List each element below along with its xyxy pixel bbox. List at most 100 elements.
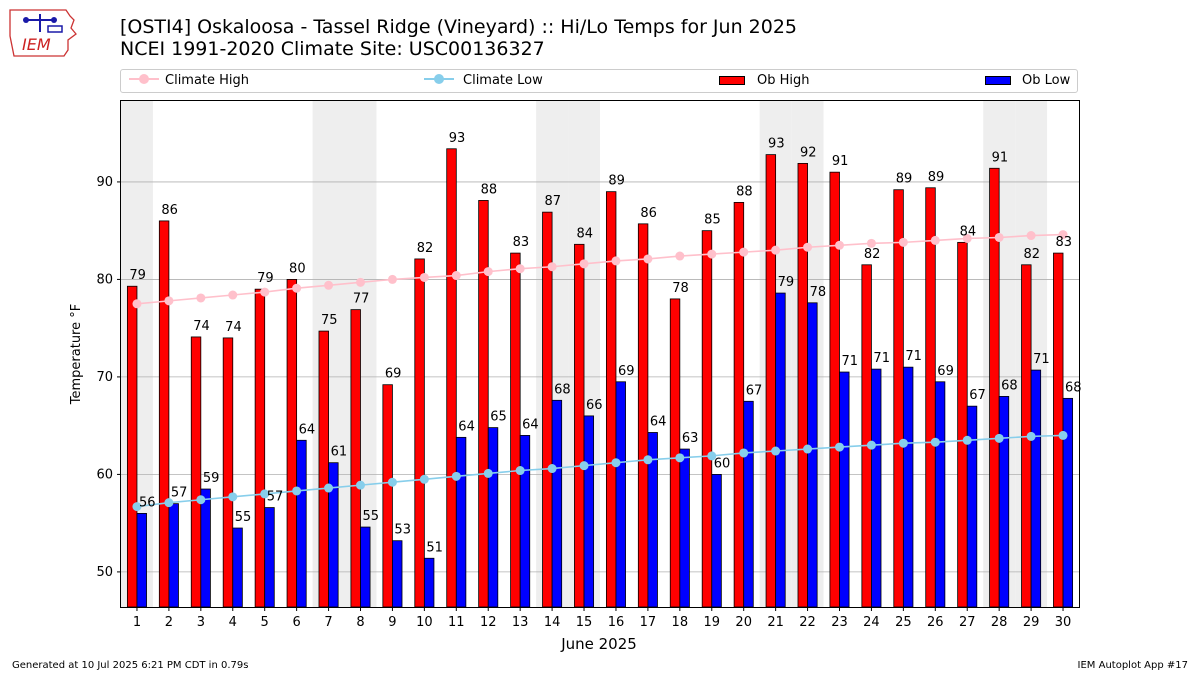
ob-high-bar-day-6	[286, 279, 298, 608]
x-tick-label-30: 30	[1055, 615, 1072, 630]
ob-high-value-label-day-5: 79	[257, 271, 274, 286]
ob-low-bar-day-22	[807, 302, 818, 608]
y-tick-label-50: 50	[96, 565, 113, 580]
ob-high-value-label-day-15: 84	[576, 226, 593, 241]
climate-low-point-day-11	[451, 471, 461, 481]
climate-high-point-day-22	[803, 242, 813, 252]
ob-low-value-label-day-3: 59	[203, 471, 220, 486]
ob-low-value-label-day-24: 71	[873, 351, 890, 366]
ob-high-bar-day-5	[254, 288, 266, 608]
x-tick-label-23: 23	[831, 615, 848, 630]
ob-low-bar-day-2	[168, 503, 179, 608]
ob-high-value-label-day-13: 83	[513, 235, 530, 250]
x-tick-label-22: 22	[799, 615, 816, 630]
ob-low-value-label-day-26: 69	[937, 364, 954, 379]
iem-logo: IEM	[8, 6, 80, 58]
ob-high-value-label-day-9: 69	[385, 367, 402, 382]
ob-high-value-label-day-24: 82	[864, 247, 881, 262]
climate-high-point-day-19	[707, 249, 717, 259]
ob-high-bar-day-12	[478, 200, 489, 608]
climate-high-point-day-30	[1058, 230, 1068, 240]
ob-low-bar-day-6	[296, 439, 307, 608]
ob-high-bar-day-13	[510, 252, 521, 608]
ob-low-bar-day-23	[839, 371, 850, 608]
x-tick-label-26: 26	[927, 615, 944, 630]
ob-high-value-label-day-21: 93	[768, 137, 785, 152]
climate-low-point-day-4	[228, 492, 238, 502]
ob-low-value-label-day-28: 68	[1001, 378, 1018, 393]
climate-low-point-day-5	[260, 489, 270, 499]
ob-low-value-label-day-6: 64	[299, 422, 316, 437]
ob-low-value-label-day-23: 71	[842, 354, 859, 369]
ob-low-value-label-day-4: 55	[235, 510, 252, 525]
ob-low-value-label-day-1: 56	[139, 495, 156, 510]
x-tick-label-16: 16	[608, 615, 625, 630]
ob-high-value-label-day-6: 80	[289, 261, 306, 276]
ob-low-bar-day-14	[551, 399, 563, 608]
ob-high-bar-day-23	[829, 171, 840, 608]
ob-high-value-label-day-30: 83	[1055, 235, 1072, 250]
climate-high-point-day-8	[356, 277, 365, 287]
ob-low-value-label-day-12: 65	[490, 410, 507, 425]
ob-high-value-label-day-22: 92	[800, 145, 817, 160]
y-tick-label-90: 90	[96, 175, 113, 190]
climate-low-point-day-30	[1058, 430, 1068, 440]
ob-low-bar-day-11	[455, 436, 467, 608]
ob-high-bar-day-24	[861, 264, 872, 608]
climate-high-point-day-18	[675, 251, 685, 261]
x-tick-label-24: 24	[863, 615, 880, 630]
climate-high-point-day-6	[292, 283, 302, 293]
x-tick-label-3: 3	[197, 615, 205, 630]
climate-low-point-day-2	[164, 498, 174, 508]
climate-low-point-day-7	[324, 483, 334, 493]
ob-high-value-label-day-16: 89	[608, 174, 625, 189]
climate-low-point-day-27	[962, 435, 972, 445]
ob-low-bar-day-9	[392, 540, 403, 608]
x-tick-label-7: 7	[324, 615, 332, 630]
climate-high-point-day-2	[164, 296, 174, 306]
climate-high-point-day-14	[547, 262, 557, 272]
climate-low-point-day-15	[579, 461, 589, 471]
ob-low-value-label-day-18: 63	[682, 431, 699, 446]
climate-high-point-day-21	[771, 245, 781, 255]
climate-low-line	[136, 434, 1064, 508]
ob-high-bar-day-10	[414, 258, 425, 608]
ob-low-bar-day-3	[200, 488, 211, 608]
ob-high-value-label-day-25: 89	[896, 172, 913, 187]
climate-low-point-day-29	[1026, 431, 1036, 441]
ob-low-value-label-day-15: 66	[586, 398, 603, 413]
ob-high-value-label-day-26: 89	[928, 170, 945, 185]
ob-high-bar-day-9	[382, 384, 393, 608]
ob-low-bar-day-5	[264, 507, 275, 608]
ob-low-bar-day-19	[711, 474, 722, 608]
ob-high-bar-day-3	[190, 336, 202, 608]
ob-high-bar-day-7	[318, 330, 329, 608]
ob-low-value-label-day-19: 60	[714, 456, 731, 471]
ob-low-bar-day-8	[360, 526, 371, 608]
y-tick-label-60: 60	[96, 467, 113, 482]
y-axis-title: Temperature °F	[69, 304, 84, 405]
x-tick-label-21: 21	[767, 615, 784, 630]
weekend-shading	[121, 101, 1048, 607]
climate-low-point-day-12	[483, 468, 493, 478]
grid-lines	[121, 181, 1079, 573]
ob-low-bar-day-26	[934, 381, 946, 608]
ob-low-value-label-day-25: 71	[905, 349, 922, 364]
ob-low-value-label-day-27: 67	[969, 388, 986, 403]
climate-high-line	[136, 233, 1064, 305]
ob-low-value-label-day-14: 68	[554, 382, 571, 397]
climate-high-point-day-23	[835, 240, 844, 250]
climate-low-point-day-23	[835, 442, 844, 452]
ob-low-bar-day-18	[679, 448, 690, 608]
x-tick-label-17: 17	[640, 615, 657, 630]
ob-low-bar-day-13	[519, 435, 531, 608]
climate-low-point-day-25	[898, 438, 908, 448]
ob-high-bar-day-25	[893, 189, 904, 608]
ob-high-bar-day-11	[446, 148, 457, 608]
climate-high-point-day-17	[643, 254, 653, 264]
ob-high-value-label-day-29: 82	[1024, 247, 1041, 262]
ob-high-value-label-day-2: 86	[161, 203, 178, 218]
climate-low-point-day-18	[675, 453, 685, 463]
x-tick-label-28: 28	[991, 615, 1008, 630]
